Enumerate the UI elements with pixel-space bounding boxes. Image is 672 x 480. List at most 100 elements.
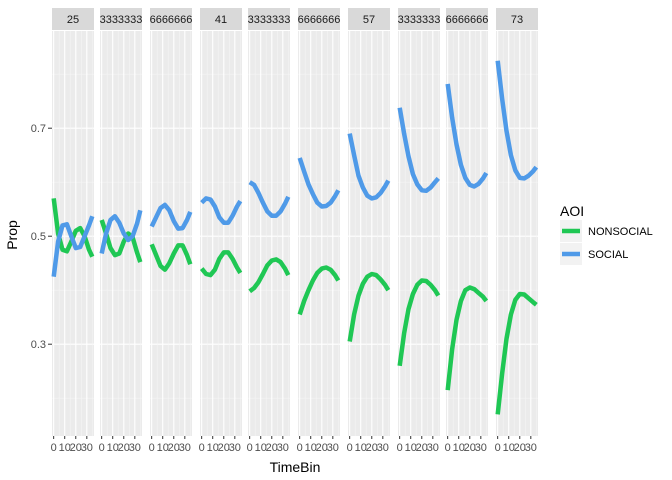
- series-line-social: [297, 157, 341, 209]
- series-line-social: [347, 133, 391, 201]
- x-tick-label: 0: [149, 442, 155, 454]
- series-line-social: [397, 107, 440, 194]
- panel-background: [150, 31, 192, 436]
- series-line-nonsocial: [297, 265, 341, 316]
- facet-strip: [100, 8, 142, 30]
- x-tick-label: 10: [59, 442, 71, 454]
- x-tick-label: 20: [118, 442, 130, 454]
- series-line-social: [149, 202, 193, 231]
- facet-panel: 25: [51, 8, 95, 436]
- legend-item-nonsocial: NONSOCIAL: [560, 220, 653, 242]
- x-tick-label: 30: [525, 442, 537, 454]
- x-tick-label: 30: [129, 442, 141, 454]
- panel-background: [248, 31, 290, 436]
- x-tick-label: 10: [157, 442, 169, 454]
- legend-item-social: SOCIAL: [560, 243, 628, 265]
- x-tick-label: 20: [70, 442, 82, 454]
- facet-panel: 3333333: [397, 8, 441, 436]
- panel-background: [398, 31, 440, 436]
- x-axis-title: TimeBin: [270, 459, 321, 475]
- series-line-social: [248, 180, 291, 218]
- series-line-nonsocial: [495, 291, 538, 415]
- series-line-social: [445, 83, 489, 189]
- facet-panel: 6666666: [149, 8, 193, 436]
- x-tick-label: 20: [514, 442, 526, 454]
- x-tick-label: 10: [305, 442, 317, 454]
- y-tick-label: 0.3: [31, 339, 46, 351]
- x-tick-label: 30: [327, 442, 339, 454]
- x-tick-label: 10: [255, 442, 267, 454]
- x-tick-label: 0: [495, 442, 501, 454]
- facet-strip-label: 6666666: [298, 14, 341, 26]
- x-tick-label: 10: [355, 442, 367, 454]
- facet-strip: [248, 8, 290, 30]
- x-tick-label: 20: [266, 442, 278, 454]
- facet-panel: 41: [199, 8, 243, 436]
- series-line-nonsocial: [347, 271, 391, 342]
- x-tick-label: 20: [416, 442, 428, 454]
- legend: AOI NONSOCIAL SOCIAL: [560, 203, 653, 265]
- y-axis: 0.3 0.5 0.7: [31, 123, 52, 351]
- series-line-social: [99, 209, 143, 254]
- facet-strip-label: 6666666: [150, 14, 193, 26]
- x-tick-label: 0: [199, 442, 205, 454]
- x-tick-label: 20: [366, 442, 378, 454]
- x-tick-label: 0: [297, 442, 303, 454]
- facet-strip-label: 6666666: [446, 14, 489, 26]
- facet-strip: [348, 8, 390, 30]
- series-line-nonsocial: [445, 285, 489, 391]
- panel-background: [348, 31, 390, 436]
- facet-panel: 6666666: [445, 8, 489, 436]
- facet-strip: [298, 8, 340, 30]
- x-tick-label: 20: [168, 442, 180, 454]
- x-tick-label: 10: [453, 442, 465, 454]
- x-tick-label: 20: [316, 442, 328, 454]
- x-tick-label: 30: [277, 442, 289, 454]
- legend-title: AOI: [560, 203, 584, 219]
- legend-label: NONSOCIAL: [588, 226, 653, 238]
- facet-panel: 6666666: [297, 8, 341, 436]
- x-tick-label: 20: [464, 442, 476, 454]
- panel-background: [298, 31, 340, 436]
- x-tick-label: 0: [51, 442, 57, 454]
- facet-strip-label: 73: [511, 14, 523, 26]
- series-line-social: [495, 60, 539, 181]
- series-line-nonsocial: [99, 219, 143, 263]
- facet-strip-label: 3333333: [248, 14, 291, 26]
- x-tick-label: 0: [347, 442, 353, 454]
- facet-strip-label: 25: [67, 14, 79, 26]
- facet-strip: [398, 8, 440, 30]
- x-tick-label: 0: [397, 442, 403, 454]
- panel-background: [446, 31, 488, 436]
- legend-label: SOCIAL: [588, 249, 628, 261]
- series-line-nonsocial: [199, 250, 243, 278]
- x-tick-label: 0: [247, 442, 253, 454]
- x-tick-label: 0: [99, 442, 105, 454]
- x-tick-label: 10: [503, 442, 515, 454]
- x-tick-label: 0: [445, 442, 451, 454]
- facet-strip-label: 3333333: [398, 14, 441, 26]
- facet-panel: 3333333: [248, 8, 291, 436]
- panel-background: [200, 31, 242, 436]
- x-tick-label: 30: [427, 442, 439, 454]
- facet-strip-label: 41: [215, 14, 227, 26]
- facet-strip-label: 3333333: [100, 14, 143, 26]
- x-tick-label: 20: [218, 442, 230, 454]
- x-tick-label: 30: [179, 442, 191, 454]
- series-line-nonsocial: [149, 243, 193, 272]
- series-line-nonsocial: [248, 257, 291, 294]
- facet-strip: [52, 8, 94, 30]
- x-tick-label: 30: [229, 442, 241, 454]
- facet-strip-label: 57: [363, 14, 375, 26]
- series-line-social: [51, 215, 95, 277]
- x-tick-label: 30: [377, 442, 389, 454]
- y-tick-label: 0.7: [31, 123, 46, 135]
- x-tick-label: 10: [207, 442, 219, 454]
- x-tick-label: 30: [81, 442, 93, 454]
- x-tick-label: 10: [405, 442, 417, 454]
- y-axis-title: Prop: [4, 220, 20, 250]
- series-line-social: [200, 196, 243, 225]
- facet-panel: 73: [495, 8, 539, 436]
- x-tick-label: 30: [475, 442, 487, 454]
